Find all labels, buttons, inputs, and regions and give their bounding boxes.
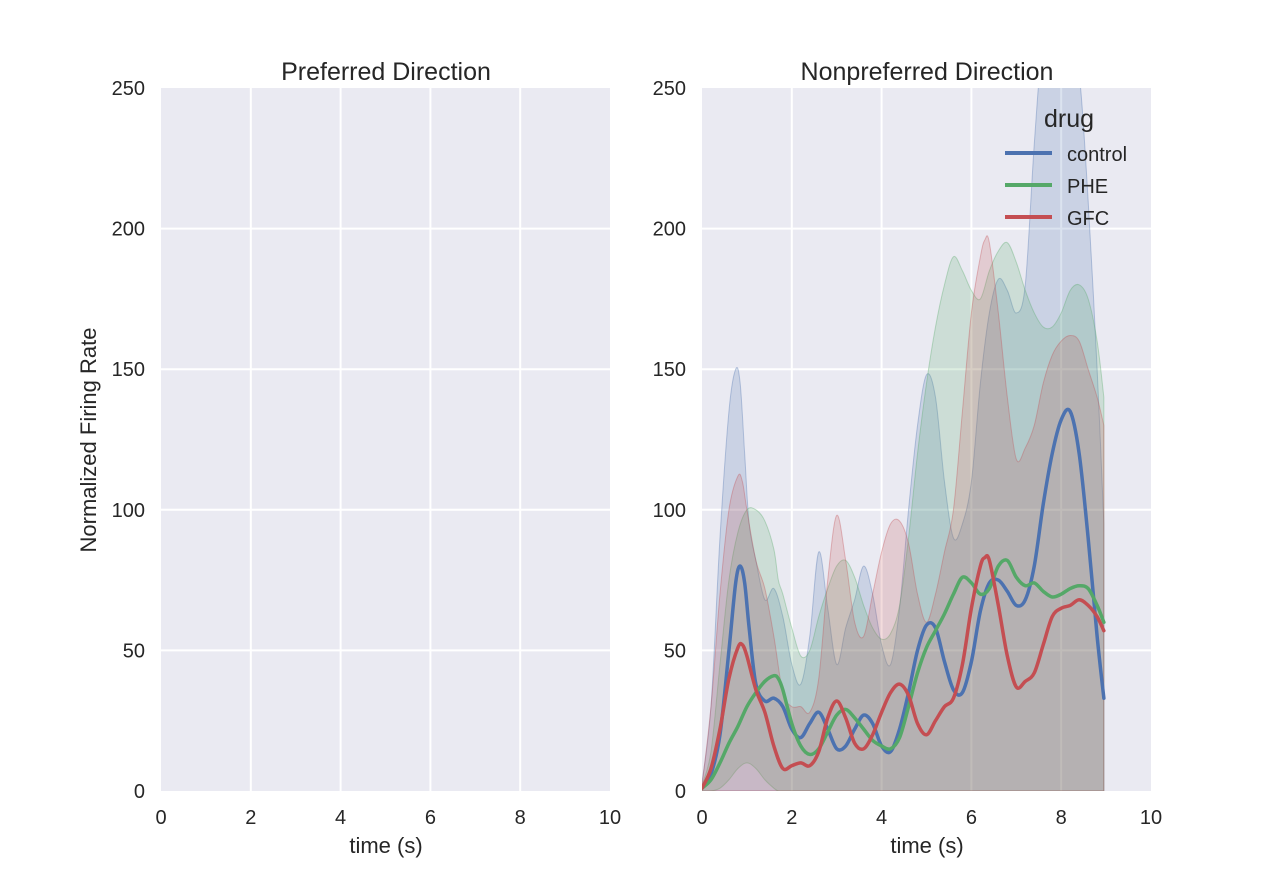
legend-entry-gfc: GFC xyxy=(1005,208,1109,230)
grid-lines xyxy=(702,88,1151,791)
panel-title: Preferred Direction xyxy=(281,58,491,86)
x-tick-labels: 0 2 4 6 8 10 xyxy=(155,807,621,829)
y-tick-labels: 0 50 100 150 200 250 xyxy=(112,78,145,803)
y-tick-label: 50 xyxy=(664,640,686,662)
confidence-band-control xyxy=(702,88,1105,791)
y-tick-label: 100 xyxy=(653,500,686,522)
series-lines xyxy=(702,407,1106,790)
legend: drug control PHE GFC xyxy=(1005,105,1127,230)
y-tick-label: 150 xyxy=(653,359,686,381)
y-tick-label: 200 xyxy=(653,219,686,241)
x-tick-label: 8 xyxy=(1056,807,1067,829)
x-tick-label: 0 xyxy=(155,807,166,829)
legend-label-phe: PHE xyxy=(1067,176,1108,198)
y-tick-label: 250 xyxy=(653,78,686,100)
panel-title: Nonpreferred Direction xyxy=(801,58,1054,86)
x-tick-label: 4 xyxy=(876,807,887,829)
legend-entry-control: control xyxy=(1005,144,1127,166)
x-tick-label: 4 xyxy=(335,807,346,829)
x-axis-label: time (s) xyxy=(349,833,422,858)
y-tick-labels: 0 50 100 150 200 250 xyxy=(653,78,686,803)
y-axis-label: Normalized Firing Rate xyxy=(76,328,101,553)
x-tick-label: 10 xyxy=(1140,807,1162,829)
y-tick-label: 50 xyxy=(123,640,145,662)
plot-background xyxy=(161,88,610,791)
series-line-gfc xyxy=(702,553,1106,790)
x-tick-label: 6 xyxy=(966,807,977,829)
y-tick-label: 0 xyxy=(675,781,686,803)
x-tick-label: 6 xyxy=(425,807,436,829)
x-tick-label: 8 xyxy=(515,807,526,829)
y-tick-label: 200 xyxy=(112,219,145,241)
x-tick-label: 10 xyxy=(599,807,621,829)
confidence-band-gfc xyxy=(702,235,1105,791)
x-tick-label: 0 xyxy=(696,807,707,829)
x-tick-label: 2 xyxy=(786,807,797,829)
series-line-control xyxy=(702,407,1106,790)
y-tick-label: 150 xyxy=(112,359,145,381)
legend-label-gfc: GFC xyxy=(1067,208,1109,230)
y-tick-label: 100 xyxy=(112,500,145,522)
x-axis-label: time (s) xyxy=(890,833,963,858)
series-line-phe xyxy=(702,558,1106,790)
y-tick-label: 0 xyxy=(134,781,145,803)
x-tick-labels: 0 2 4 6 8 10 xyxy=(696,807,1162,829)
legend-entry-phe: PHE xyxy=(1005,176,1108,198)
confidence-bands xyxy=(702,88,1105,791)
panel-preferred-direction: Preferred Direction 0 50 100 150 200 250 0 2 4 6… xyxy=(112,58,622,858)
legend-label-control: control xyxy=(1067,144,1127,166)
x-tick-label: 2 xyxy=(245,807,256,829)
grid-lines xyxy=(161,88,610,791)
y-tick-label: 250 xyxy=(112,78,145,100)
legend-title: drug xyxy=(1044,105,1094,133)
confidence-band-phe xyxy=(702,241,1105,791)
